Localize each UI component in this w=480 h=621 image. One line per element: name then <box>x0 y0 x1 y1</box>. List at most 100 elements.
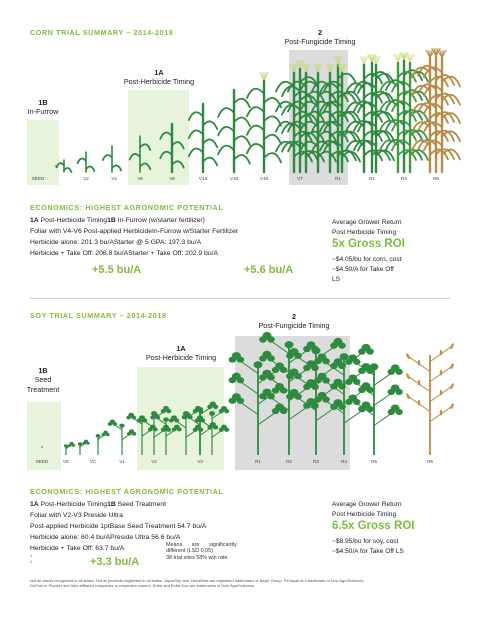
corn-timing-1b-num: 1B <box>38 98 48 107</box>
soy-leaf <box>279 407 288 415</box>
corn-plant <box>159 122 185 174</box>
soy-leaf <box>303 383 311 390</box>
soy-leaf <box>259 374 267 381</box>
corn-leaf <box>233 154 251 165</box>
corn-leaf <box>353 80 373 93</box>
corn-leaf <box>317 130 337 143</box>
soy-leaf-top <box>95 433 101 438</box>
corn-leaf <box>329 130 349 143</box>
corn-plant <box>128 135 152 173</box>
soy-leaf <box>345 398 353 406</box>
soy-pod <box>439 409 443 416</box>
soy-section-title: SOY TRIAL SUMMARY – 2014-2018 <box>30 311 167 320</box>
corn-leaf <box>341 90 361 103</box>
soy-leaf <box>303 402 311 409</box>
soy-stage-label: V1 <box>119 459 125 464</box>
soy-leaf <box>160 409 166 414</box>
corn-section-title: CORN TRIAL SUMMARY – 2014-2018 <box>30 28 174 37</box>
corn-leaf <box>429 148 449 161</box>
soy-leaf <box>207 404 213 410</box>
soy-econ-line3: Post-applied Herbicide 1ptBase Seed Trea… <box>30 523 207 530</box>
corn-cost-line1: ~$4.05/bu for corn, cost <box>332 256 402 263</box>
soy-leaf <box>86 441 90 445</box>
corn-leaf <box>319 101 339 114</box>
soy-stage-label: R5 <box>371 459 377 464</box>
corn-tassel <box>329 63 335 73</box>
soy-leaf <box>353 378 361 385</box>
corn-leaf <box>375 92 395 104</box>
soy-leaf <box>82 441 86 445</box>
soy-cost-line1: ~$8.95/bu for soy, cost <box>332 538 399 545</box>
corn-leaf <box>202 120 219 130</box>
soy-leaf <box>68 443 72 447</box>
soy-leaf <box>101 433 106 437</box>
corn-leaf <box>429 112 449 124</box>
soy-timing-1a: 1A Post-Herbicide Timing <box>134 344 228 363</box>
soy-leaf <box>207 425 213 430</box>
corn-leaf <box>357 101 377 114</box>
corn-leaf <box>391 80 411 93</box>
corn-leaf <box>435 148 455 160</box>
corn-leaf <box>293 110 313 123</box>
corn-leaf <box>317 150 337 163</box>
soy-leaf <box>330 383 338 390</box>
corn-leaf <box>385 79 405 91</box>
soy-plant <box>41 446 43 448</box>
corn-stage-label: V13 <box>198 176 208 181</box>
corn-leaf <box>391 139 411 152</box>
disclaimer-line1: Not all claims recognized in all states.… <box>30 578 365 583</box>
soy-econ-title: ECONOMICS: HIGHEST AGRONOMIC POTENTIAL <box>30 487 224 496</box>
corn-leaf <box>217 144 235 156</box>
soy-stage-label: R6 <box>427 459 433 464</box>
soy-leaf-top <box>311 347 321 355</box>
soy-pod <box>439 349 443 356</box>
corn-gain-1a: +5.5 bu/A <box>92 264 142 276</box>
soy-leaf <box>236 356 245 363</box>
soy-leaf <box>279 387 288 394</box>
corn-band-1b <box>27 120 59 185</box>
soy-leaf-top <box>369 363 379 371</box>
corn-roi-line2: Post Herbicide Timing <box>332 229 397 236</box>
soy-leaf <box>271 387 280 394</box>
corn-leaf <box>385 99 405 111</box>
corn-leaf <box>293 130 313 143</box>
soy-pod <box>406 353 410 360</box>
soy-leaf <box>358 348 366 355</box>
soy-gain-1a: +3.3 bu/A <box>90 556 140 568</box>
corn-leaf <box>423 103 443 115</box>
soy-roi-value: 6.5x Gross ROI <box>332 520 415 532</box>
corn-leaf <box>403 69 423 81</box>
corn-roi-value: 5x Gross ROI <box>332 238 405 250</box>
corn-cost-line2: ~$4.50/A for Take Off <box>332 266 394 273</box>
soy-means-line2: different (LSD 0.05) <box>166 548 213 555</box>
corn-leaf <box>371 129 391 142</box>
corn-tassel <box>337 55 343 65</box>
corn-leaf <box>128 153 141 161</box>
soy-leaf <box>330 362 338 370</box>
soy-pod <box>450 363 454 370</box>
corn-leaf <box>341 130 361 143</box>
soy-leaf <box>168 418 174 423</box>
soy-pod <box>439 389 443 396</box>
corn-leaf <box>202 156 219 167</box>
soy-leaf <box>322 396 330 403</box>
corn-leaf <box>281 140 301 153</box>
corn-timing-1b-label: In-Furrow <box>27 107 59 117</box>
disclaimer-line2: DuPont or Pioneer and their affiliated c… <box>30 583 256 589</box>
soy-leaf <box>330 342 338 349</box>
corn-stage-label: VT <box>297 176 303 181</box>
corn-tassel <box>363 55 369 65</box>
corn-leaf <box>353 100 373 113</box>
corn-leaf <box>441 94 461 106</box>
corn-leaf <box>139 162 152 171</box>
soy-econ-1a-label: Post-Herbicide Timing <box>38 501 108 508</box>
soy-leaf <box>166 427 172 432</box>
corn-leaf <box>323 120 343 133</box>
corn-leaf <box>317 110 337 123</box>
soy-leaf <box>218 409 224 414</box>
soy-leaf <box>171 427 177 432</box>
soy-leaf <box>294 373 302 380</box>
corn-tassel <box>341 63 347 73</box>
corn-econ-line4: Herbicide + Take Off: 206.8 bu/AStarter … <box>30 250 219 257</box>
soy-leaf <box>311 364 319 372</box>
